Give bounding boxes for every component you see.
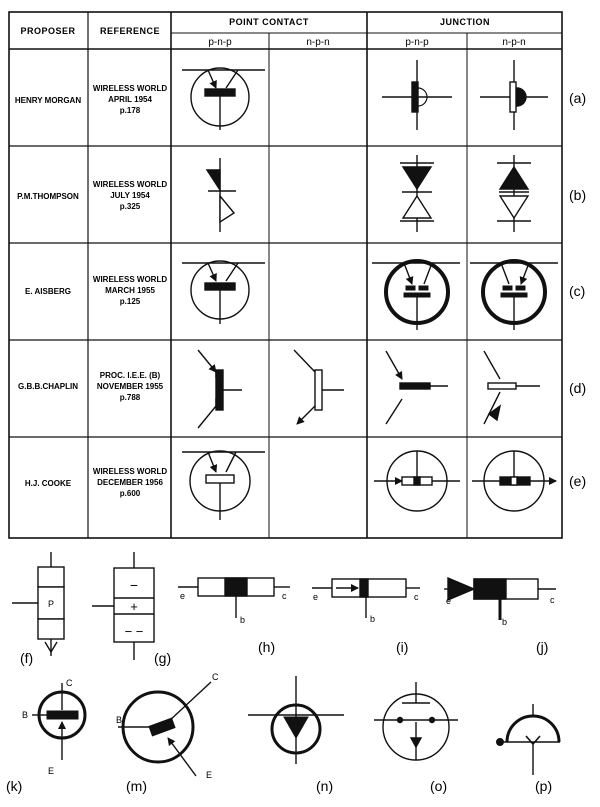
figure-g-mid: + [130, 599, 138, 614]
row-label-a: (a) [569, 90, 586, 106]
figure-i-c: c [414, 592, 419, 602]
symbol-c-j-npn [470, 259, 558, 330]
symbol-d-j-pnp [385, 350, 448, 425]
ref-e-line3: p.600 [120, 489, 141, 498]
proposer-c: E. AISBERG [25, 287, 71, 296]
row-label-d: (d) [569, 380, 586, 396]
symbol-d-j-npn [483, 350, 540, 425]
header-pc-pnp: p-n-p [208, 37, 232, 48]
header-j-pnp: p-n-p [405, 37, 429, 48]
symbol-e-j-pnp [374, 450, 460, 512]
symbol-b-j-npn [497, 155, 531, 232]
figure-label-p: (p) [535, 778, 552, 794]
figure-label-m: (m) [126, 778, 147, 794]
figure-i-e: e [313, 592, 318, 602]
figure-k-e: E [48, 766, 54, 776]
header-junction: JUNCTION [440, 17, 490, 27]
table-grid [8, 11, 563, 539]
figure-m-e: E [206, 770, 212, 780]
figure-h-c: c [282, 591, 287, 601]
proposer-a: HENRY MORGAN [15, 96, 81, 105]
figure-j-e: e [446, 596, 451, 606]
symbol-a-pc-pnp [182, 67, 265, 130]
figure-k-b: B [22, 710, 28, 720]
figure-j [444, 576, 556, 620]
symbol-b-j-pnp [400, 155, 434, 232]
figure-j-b: b [502, 617, 507, 627]
figure-h-b: b [240, 615, 245, 625]
header-proposer: PROPOSER [20, 26, 75, 36]
symbol-a-j-npn [480, 60, 548, 130]
symbol-e-j-npn [472, 450, 557, 512]
figure-label-i: (i) [396, 639, 408, 655]
ref-e-line2: DECEMBER 1956 [97, 478, 163, 487]
row-label-b: (b) [569, 187, 586, 203]
figure-label-k: (k) [6, 778, 22, 794]
row-label-c: (c) [569, 283, 585, 299]
symbol-d-pc-pnp [197, 349, 242, 429]
figure-f [12, 552, 65, 656]
figure-label-n: (n) [316, 778, 333, 794]
figure-j-c: c [550, 595, 555, 605]
ref-b-line1: WIRELESS WORLD [93, 180, 167, 189]
symbol-e-pc-pnp [182, 450, 265, 520]
ref-a-line2: APRIL 1954 [108, 95, 152, 104]
figure-label-g: (g) [154, 650, 171, 666]
figure-h-e: e [180, 591, 185, 601]
figure-g-bot: − − [125, 624, 144, 639]
ref-d-line3: p.788 [120, 393, 141, 402]
symbol-c-j-pnp [372, 259, 460, 330]
header-pc-npn: n-p-n [306, 37, 329, 48]
ref-a-line3: p.178 [120, 106, 141, 115]
figure-o [374, 682, 458, 761]
proposer-e: H.J. COOKE [25, 479, 72, 488]
header-j-npn: n-p-n [502, 37, 525, 48]
figure-k-c: C [66, 678, 73, 688]
ref-d-line1: PROC. I.E.E. (B) [100, 371, 161, 380]
figure-m [118, 681, 212, 777]
figure-label-h: (h) [258, 639, 275, 655]
ref-c-line2: MARCH 1955 [105, 286, 155, 295]
figure-label-f: (f) [20, 650, 33, 666]
symbol-d-pc-npn [293, 349, 344, 425]
figure-m-b: B [116, 715, 122, 725]
figure-label-j: (j) [536, 639, 548, 655]
ref-c-line3: p.125 [120, 297, 141, 306]
header-reference: REFERENCE [100, 26, 160, 36]
figure-n [248, 676, 344, 764]
ref-a-line1: WIRELESS WORLD [93, 84, 167, 93]
ref-e-line1: WIRELESS WORLD [93, 467, 167, 476]
figure-m-c: C [212, 672, 219, 682]
ref-c-line1: WIRELESS WORLD [93, 275, 167, 284]
row-label-e: (e) [569, 473, 586, 489]
figure-g [92, 552, 155, 660]
symbol-c-pc-pnp [182, 260, 265, 324]
figure-i-b: b [370, 614, 375, 624]
header-point-contact: POINT CONTACT [229, 17, 309, 27]
ref-d-line2: NOVEMBER 1955 [97, 382, 164, 391]
symbol-b-pc-pnp [205, 158, 236, 232]
figure-p [496, 704, 561, 775]
figure-f-region: P [48, 599, 54, 609]
figure-i [312, 578, 420, 618]
proposer-b: P.M.THOMPSON [17, 192, 79, 201]
figure-label-o: (o) [430, 778, 447, 794]
ref-b-line3: p.325 [120, 202, 141, 211]
proposer-d: G.B.B.CHAPLIN [18, 382, 78, 391]
figure-k [32, 683, 87, 760]
figure-g-top: − [130, 577, 138, 593]
figure-h [178, 577, 290, 618]
symbol-a-j-pnp [382, 60, 452, 130]
ref-b-line2: JULY 1954 [110, 191, 150, 200]
